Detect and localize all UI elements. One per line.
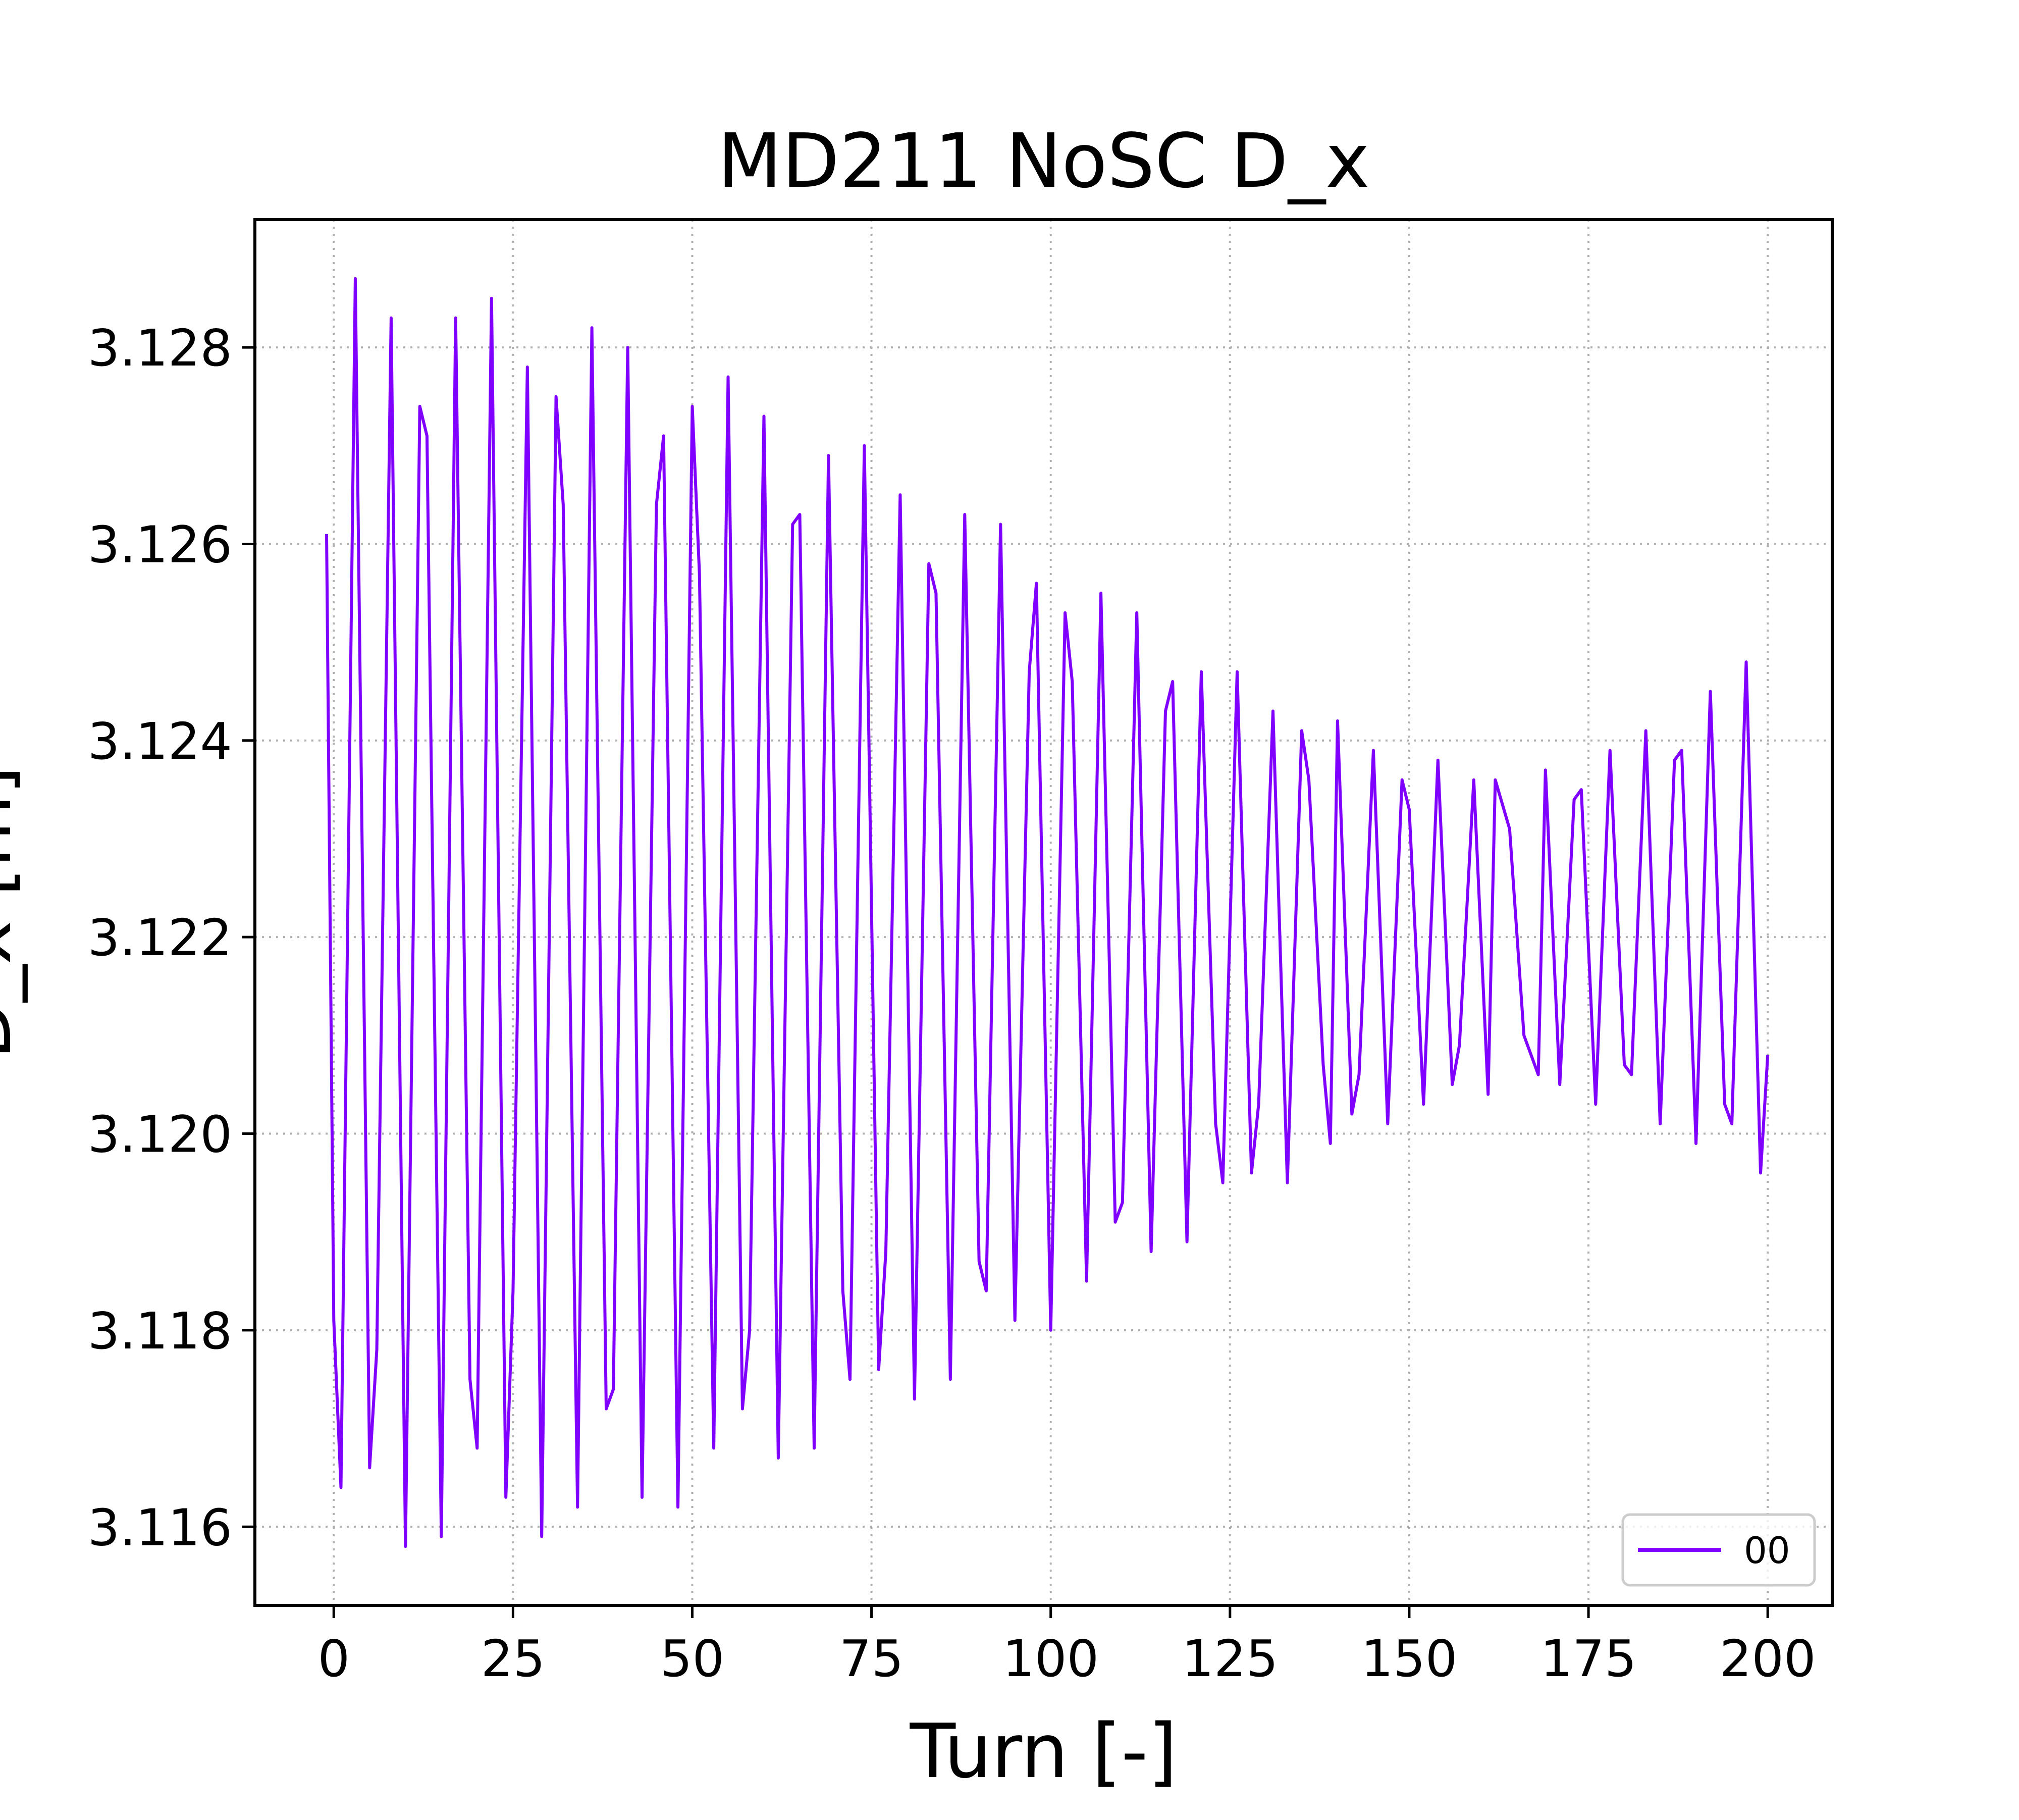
x-tick-label: 125 [1182,1629,1278,1688]
series-line-00 [325,277,1770,1548]
x-tick-label: 25 [481,1629,545,1688]
x-tick-label: 150 [1361,1629,1457,1688]
legend-label: 00 [1744,1529,1790,1572]
y-tick-label: 3.126 [88,515,232,574]
x-tick-label: 50 [660,1629,724,1688]
y-tick-label: 3.122 [88,908,232,967]
x-tick-label: 0 [317,1629,350,1688]
x-tick-label: 75 [839,1629,904,1688]
y-tick-label: 3.120 [88,1105,232,1164]
x-axis-label: Turn [-] [910,1708,1178,1795]
y-tick-label: 3.118 [88,1302,232,1361]
y-tick-label: 3.124 [88,712,232,771]
legend: 00 [1621,1513,1816,1587]
x-tick-label: 100 [1002,1629,1099,1688]
x-tick-label: 175 [1540,1629,1637,1688]
y-tick-label: 3.116 [88,1498,232,1557]
series-layer [325,277,1770,1548]
y-tick-label: 3.128 [88,319,232,378]
axis-ticks: 0 25 50 75 100 125 150 175 200 3.116 3.118 3.120 3.1… [88,319,1816,1688]
y-axis-label: D_x [m] [0,765,28,1059]
x-tick-label: 200 [1720,1629,1816,1688]
plot-frame [253,218,1834,1607]
chart-title: MD211 NoSC D_x [717,118,1369,204]
